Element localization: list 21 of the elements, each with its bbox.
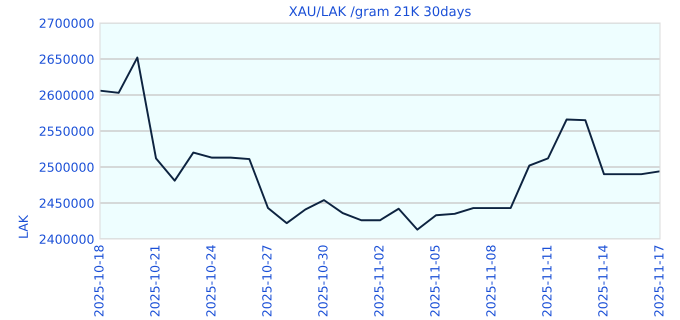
x-tick-label: 2025-11-05: [430, 246, 440, 316]
y-tick-label: 2550000: [40, 126, 94, 136]
x-tick-label: 2025-10-30: [318, 245, 328, 316]
x-tick-label: 2025-10-18: [94, 245, 104, 316]
y-tick-label: 2650000: [40, 54, 94, 64]
x-tick-label: 2025-10-27: [262, 246, 272, 316]
y-tick-label: 2700000: [40, 18, 94, 28]
y-tick-label: 2400000: [40, 234, 94, 244]
line-series: [100, 56, 660, 231]
x-tick-label: 2025-10-21: [150, 246, 160, 316]
x-tick-label: 2025-11-02: [374, 246, 384, 316]
y-tick-label: 2600000: [40, 90, 94, 100]
x-tick-label: 2025-11-08: [486, 245, 496, 316]
y-tick-label: 2500000: [40, 162, 94, 172]
y-tick-label: 2450000: [40, 198, 94, 208]
x-tick-label: 2025-11-14: [598, 245, 608, 316]
x-tick-label: 2025-11-17: [654, 246, 664, 316]
y-axis-title: LAK: [18, 214, 28, 238]
x-tick-label: 2025-10-24: [206, 245, 216, 316]
chart-title: XAU/LAK /gram 21K 30days: [289, 6, 471, 19]
x-tick-label: 2025-11-11: [542, 246, 552, 316]
